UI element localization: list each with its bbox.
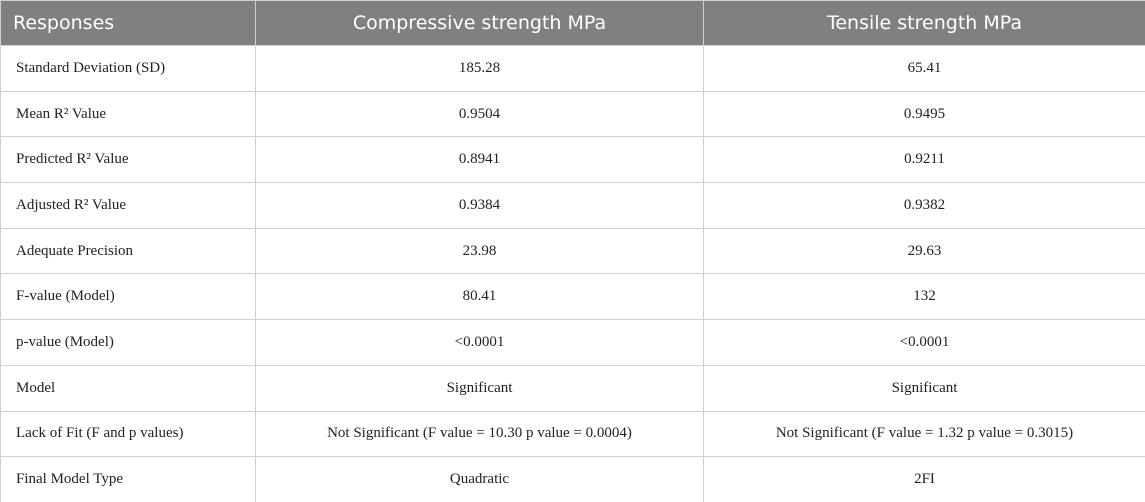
value-cell: 29.63 [703, 227, 1145, 275]
table-row: p-value (Model) <0.0001 <0.0001 [0, 319, 1145, 366]
value-cell: Not Significant (F value = 10.30 p value… [255, 410, 704, 458]
value-cell: 0.8941 [255, 136, 704, 184]
value-cell: 0.9495 [703, 90, 1145, 138]
value-cell: 0.9504 [255, 90, 704, 138]
row-label: Lack of Fit (F and p values) [0, 410, 256, 458]
value-cell: Significant [255, 364, 704, 412]
value-cell: 23.98 [255, 227, 704, 275]
value-cell: 65.41 [703, 45, 1145, 92]
table-row: Lack of Fit (F and p values) Not Signific… [0, 410, 1145, 458]
value-cell: 2FI [703, 456, 1145, 502]
row-label: Standard Deviation (SD) [0, 45, 256, 92]
table-row: F-value (Model) 80.41 132 [0, 273, 1145, 321]
value-cell: 132 [703, 273, 1145, 321]
value-cell: Significant [703, 364, 1145, 412]
value-cell: 0.9382 [703, 182, 1145, 229]
value-cell: 0.9211 [703, 136, 1145, 184]
table-row: Predicted R² Value 0.8941 0.9211 [0, 136, 1145, 184]
row-label: Mean R² Value [0, 90, 256, 138]
row-label: p-value (Model) [0, 319, 256, 366]
header-cell: Tensile strength MPa [703, 0, 1145, 46]
header-row: Responses Compressive strength MPa Tensile… [0, 0, 1145, 46]
header-cell: Responses [0, 0, 256, 46]
row-label: Final Model Type [0, 456, 256, 502]
row-label: Adjusted R² Value [0, 182, 256, 229]
value-cell: 185.28 [255, 45, 704, 92]
row-label: F-value (Model) [0, 273, 256, 321]
row-label: Model [0, 364, 256, 412]
value-cell: <0.0001 [703, 319, 1145, 366]
row-label: Predicted R² Value [0, 136, 256, 184]
value-cell: Not Significant (F value = 1.32 p value … [703, 410, 1145, 458]
table-row: Mean R² Value 0.9504 0.9495 [0, 90, 1145, 138]
value-cell: Quadratic [255, 456, 704, 502]
row-label: Adequate Precision [0, 227, 256, 275]
table-row: Adjusted R² Value 0.9384 0.9382 [0, 182, 1145, 229]
table-row: Model Significant Significant [0, 364, 1145, 412]
value-cell: <0.0001 [255, 319, 704, 366]
table-row: Adequate Precision 23.98 29.63 [0, 227, 1145, 275]
value-cell: 80.41 [255, 273, 704, 321]
value-cell: 0.9384 [255, 182, 704, 229]
header-cell: Compressive strength MPa [255, 0, 704, 46]
table-row: Final Model Type Quadratic 2FI [0, 456, 1145, 502]
table-body: Standard Deviation (SD) 185.28 65.41 Mean R… [0, 45, 1145, 502]
table-row: Standard Deviation (SD) 185.28 65.41 [0, 45, 1145, 92]
